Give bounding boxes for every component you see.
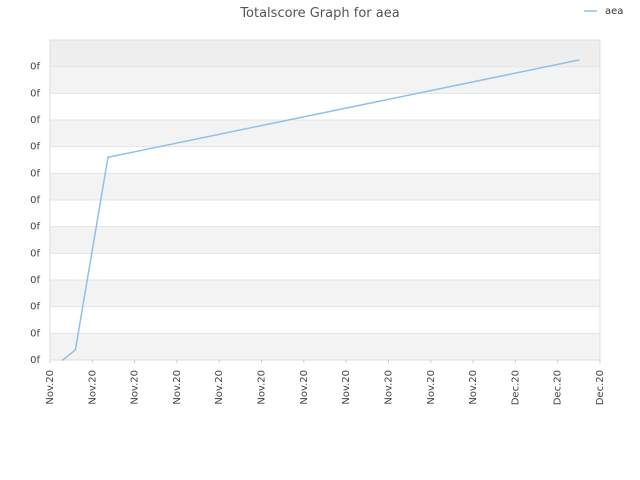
data-point <box>74 349 77 351</box>
x-tick-label: Nov.20 <box>214 370 225 405</box>
x-tick-label: Dec.20 <box>553 370 564 405</box>
x-tick-label: Nov.20 <box>468 370 479 405</box>
data-point <box>107 156 109 159</box>
grid-band <box>50 280 600 307</box>
x-tick-label: Nov.20 <box>383 370 394 405</box>
y-tick-label: 0f <box>30 328 40 339</box>
y-tick-label: 0f <box>30 195 40 206</box>
y-tick-label: 0f <box>30 355 40 366</box>
y-tick-label: 0f <box>30 62 40 73</box>
plot-bands <box>50 40 600 361</box>
y-tick-label: 0f <box>30 248 40 259</box>
x-tick-label: Dec.20 <box>510 370 521 405</box>
legend-label-aea: aea <box>605 6 623 17</box>
data-point <box>578 59 580 61</box>
x-tick-label: Nov.20 <box>341 370 352 405</box>
grid-band <box>50 333 600 360</box>
x-tick-label: Nov.20 <box>257 370 268 405</box>
x-tick-label: Nov.20 <box>299 370 310 405</box>
data-point <box>61 359 64 361</box>
grid-band <box>50 173 600 200</box>
x-tick-label: Nov.20 <box>130 370 141 405</box>
y-tick-label: 0f <box>30 302 40 313</box>
x-tick-label: Nov.20 <box>45 370 56 405</box>
grid-band <box>50 40 600 67</box>
grid-band <box>50 120 600 147</box>
grid-band <box>50 253 600 280</box>
chart-title: Totalscore Graph for aea <box>239 6 399 21</box>
series-line-aea <box>62 59 579 361</box>
plot-area <box>49 39 601 361</box>
y-tick-label: 0f <box>30 168 40 179</box>
y-tick-label: 0f <box>30 88 40 99</box>
x-tick-label: Dec.20 <box>595 370 606 405</box>
grid-band <box>50 226 600 254</box>
grid-band <box>50 200 600 227</box>
y-tick-label: 0f <box>30 115 40 126</box>
y-tick-label: 0f <box>30 222 40 233</box>
x-tick-label: Nov.20 <box>87 370 98 405</box>
grid-band <box>50 146 600 174</box>
series-group <box>61 59 580 361</box>
x-axis: Nov.20 Nov.20 Nov.20 Nov.20 Nov.20 Nov.20 Nov.… <box>45 360 606 405</box>
legend: aea <box>584 6 623 17</box>
y-tick-label: 0f <box>30 142 40 153</box>
x-tick-label: Nov.20 <box>172 370 183 405</box>
y-axis: 0f 0f 0f 0f 0f 0f 0f 0f 0f 0f 0f 0f <box>30 62 40 366</box>
grid-band <box>50 66 600 94</box>
x-tick-label: Nov.20 <box>426 370 437 405</box>
y-tick-label: 0f <box>30 275 40 286</box>
grid-band <box>50 93 600 120</box>
grid-band <box>50 306 600 334</box>
